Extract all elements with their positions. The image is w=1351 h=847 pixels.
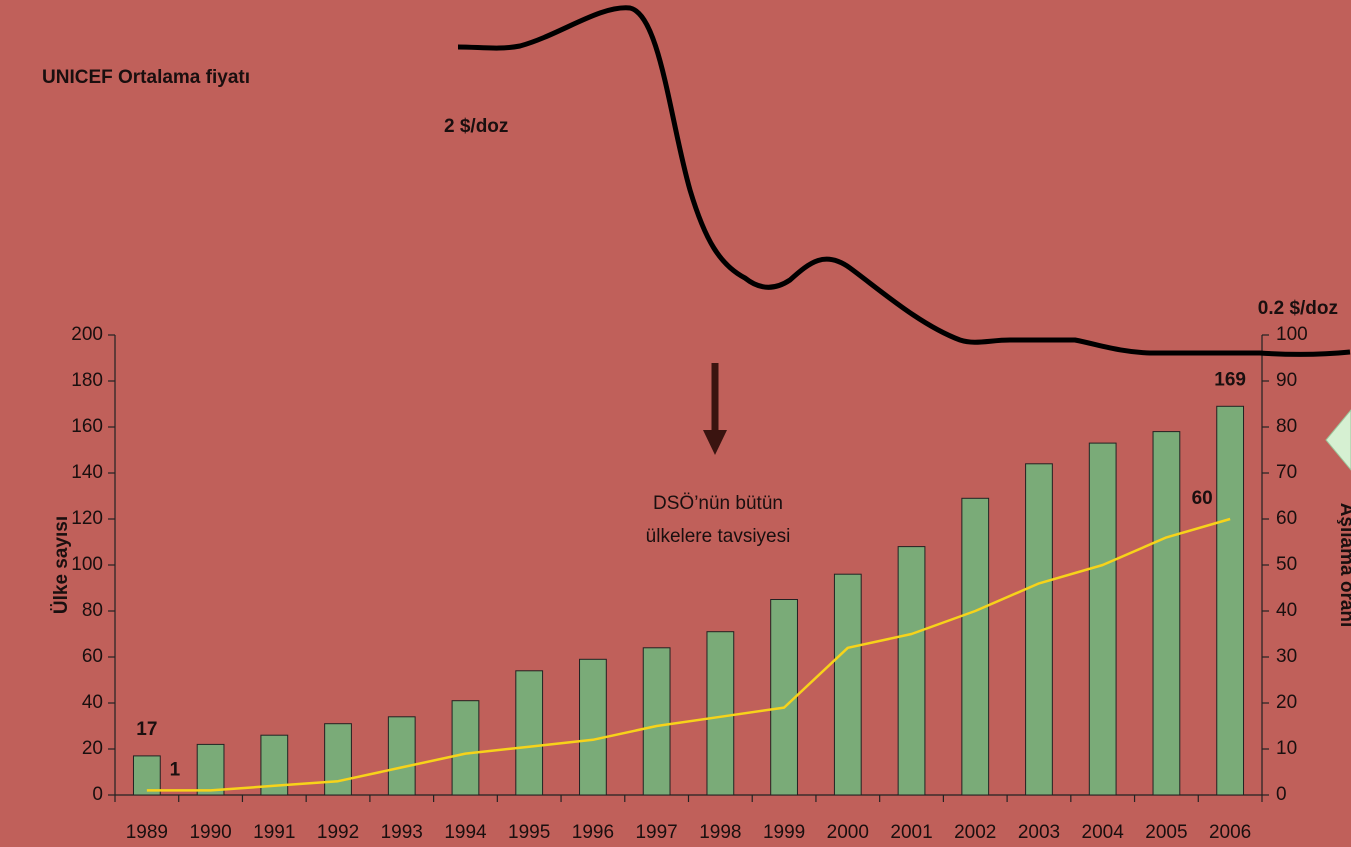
decor-triangle (1325, 409, 1351, 471)
y2-tick-label: 60 (1276, 508, 1297, 529)
x-tick-label: 2006 (1209, 822, 1251, 843)
y2-tick-label: 80 (1276, 416, 1297, 437)
chart-title: UNICEF Ortalama fiyatı (42, 67, 250, 88)
y-tick-label: 180 (71, 370, 103, 391)
x-tick-label: 1989 (126, 822, 168, 843)
y2-tick-label: 0 (1276, 784, 1287, 805)
y2-tick-label: 100 (1276, 324, 1308, 345)
x-tick-label: 1992 (317, 822, 359, 843)
plot-area: 0204060801001201401601802000102030405060… (71, 324, 1307, 843)
data-label: 1 (170, 759, 181, 780)
bar (1216, 405, 1245, 796)
y-tick-label: 80 (82, 600, 103, 621)
y-tick-label: 200 (71, 324, 103, 345)
x-tick-label: 2001 (890, 822, 932, 843)
y-axis-label: Ülke sayısı (51, 516, 72, 614)
annotation: DSÖ’nün bütün (653, 493, 783, 514)
bar (132, 755, 161, 796)
x-tick-label: 1997 (635, 822, 677, 843)
x-tick-label: 1996 (572, 822, 614, 843)
y2-tick-label: 10 (1276, 738, 1297, 759)
price-curve (457, 5, 1351, 357)
bar (961, 497, 990, 796)
bar (642, 647, 671, 796)
price-label: 0.2 $/doz (1258, 298, 1338, 319)
y-tick-label: 0 (92, 784, 103, 805)
bar (897, 546, 926, 796)
x-tick-label: 1993 (381, 822, 423, 843)
y-tick-label: 140 (71, 462, 103, 483)
y2-tick-label: 40 (1276, 600, 1297, 621)
x-tick-label: 1990 (189, 822, 231, 843)
bar (1025, 463, 1053, 796)
x-tick-label: 1999 (763, 822, 805, 843)
y-tick-label: 100 (71, 554, 103, 575)
x-tick-label: 1998 (699, 822, 741, 843)
price-label: 2 $/doz (444, 116, 508, 137)
bar (515, 670, 544, 796)
y-tick-label: 20 (82, 738, 103, 759)
line (146, 517, 1231, 792)
x-tick-label: 1994 (444, 822, 487, 843)
y-tick-label: 120 (71, 508, 103, 529)
x-tick-label: 2004 (1082, 822, 1125, 843)
y2-tick-label: 70 (1276, 462, 1297, 483)
y-tick-label: 160 (71, 416, 103, 437)
x-tick-label: 1995 (508, 822, 550, 843)
y2-tick-label: 20 (1276, 692, 1297, 713)
x-tick-label: 2003 (1018, 822, 1060, 843)
bar (387, 716, 416, 796)
x-tick-label: 2002 (954, 822, 996, 843)
x-tick-label: 2000 (827, 822, 869, 843)
y2-axis-label: Aşılama oranı (1336, 503, 1351, 628)
bar (579, 658, 607, 796)
bar (833, 573, 862, 796)
annotation: ülkelere tavsiyesi (646, 526, 791, 547)
y-tick-label: 40 (82, 692, 103, 713)
arrow-head (703, 430, 727, 455)
bar (324, 723, 352, 796)
bar (451, 700, 480, 796)
bar (706, 631, 735, 796)
data-label: 60 (1192, 488, 1213, 509)
y-tick-label: 60 (82, 646, 103, 667)
data-label: 17 (136, 719, 157, 740)
y2-tick-label: 90 (1276, 370, 1297, 391)
y2-tick-label: 50 (1276, 554, 1297, 575)
bar (1152, 431, 1181, 796)
bar (770, 599, 798, 796)
bar (196, 743, 225, 796)
bar (1088, 442, 1117, 796)
data-label: 169 (1214, 369, 1246, 390)
y2-tick-label: 30 (1276, 646, 1297, 667)
x-tick-label: 1991 (253, 822, 295, 843)
x-tick-label: 2005 (1145, 822, 1187, 843)
